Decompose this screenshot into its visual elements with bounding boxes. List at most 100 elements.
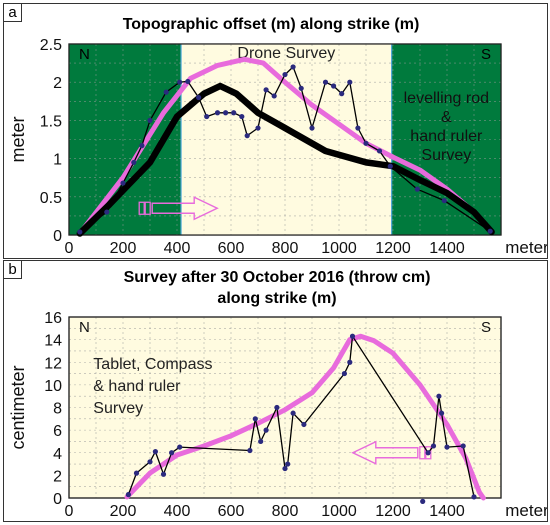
chart-a-data-point <box>376 148 383 154</box>
chart-b-data-point <box>439 410 445 416</box>
chart-a-title: Topographic offset (m) along strike (m) <box>123 16 420 33</box>
chart-b-title: Survey after 30 October 2016 (throw cm) <box>124 269 431 286</box>
chart-a-data-point <box>309 125 315 131</box>
chart-a-series-profile <box>76 82 495 237</box>
chart-a-xtick-label: 200 <box>110 240 137 257</box>
chart-b-corner-n: N <box>79 319 90 336</box>
chart-a-zone-label-line: hand ruler <box>410 128 483 145</box>
chart-a-arrow-bar <box>144 201 151 215</box>
chart-b-xlabel: meter <box>505 501 547 520</box>
chart-a-corner-s: S <box>481 46 491 63</box>
chart-b-ylabel: centimeter <box>8 365 28 449</box>
chart-b-direction-arrow <box>351 440 419 465</box>
chart-a-corner-n: N <box>79 46 90 63</box>
chart-b-data-point <box>282 465 288 472</box>
chart-a-zone-label-line: levelling rod <box>404 90 489 107</box>
chart-b-data-point <box>169 450 175 456</box>
chart-b-data-point <box>247 447 253 454</box>
chart-a-svg: Drone Survey levelling rod & hand ruler Surv… <box>8 16 547 257</box>
chart-a-plot-frame <box>68 43 502 236</box>
chart-a-xtick-label: 800 <box>272 240 299 257</box>
chart-a-data-point <box>363 140 369 146</box>
panel-a: a Drone Survey levelling rod & hand ruler Su… <box>3 3 548 259</box>
chart-b-ytick-label: 0 <box>53 491 62 508</box>
chart-b-data-point <box>347 359 353 365</box>
chart-b-svg: N S Tablet, Compass & hand ruler Survey 0 2 4 6 8… <box>8 269 547 520</box>
chart-a-ytick-label: 1.5 <box>40 113 62 130</box>
chart-b-data-point <box>290 410 296 416</box>
chart-a-series-trend <box>77 56 495 236</box>
chart-a-data-point <box>347 79 353 85</box>
chart-a-data-point <box>387 163 393 169</box>
chart-a-data-point <box>177 79 183 85</box>
panel-b-letter: b <box>4 261 22 279</box>
chart-b-data-point <box>160 471 167 477</box>
chart-b-data-point <box>252 416 258 422</box>
chart-a-xlabel: meter <box>505 238 547 257</box>
chart-a-ytick-label: 1 <box>53 152 62 169</box>
chart-a-zone-label-line: & <box>441 109 452 126</box>
chart-a-data-point <box>214 110 221 116</box>
chart-a-data-point <box>239 113 245 120</box>
chart-b-xtick-label: 200 <box>110 503 137 520</box>
chart-b-xtick-label: 1400 <box>429 503 465 520</box>
chart-b-plot-frame <box>68 316 502 499</box>
chart-a-data-point <box>290 64 296 70</box>
chart-b-data-point <box>436 393 442 399</box>
chart-b-ytick-label: 6 <box>53 423 62 440</box>
chart-a-data-point <box>131 159 137 166</box>
chart-b-ytick-label: 8 <box>53 401 62 418</box>
chart-b-arrow-bar <box>419 446 426 460</box>
chart-b-data-point <box>430 443 437 449</box>
chart-a-data-point <box>163 89 169 95</box>
chart-a-ylabel: meter <box>8 116 28 162</box>
panel-a-letter: a <box>4 4 22 22</box>
chart-b-annotation-line: & hand ruler <box>93 378 181 395</box>
chart-b-data-point <box>258 438 264 445</box>
chart-a-data-point <box>104 209 110 215</box>
chart-b-corner-s: S <box>481 319 491 336</box>
chart-a-data-point <box>196 94 202 101</box>
chart-a-data-point <box>185 78 191 85</box>
chart-b-data-point <box>133 470 140 476</box>
chart-a-data-point <box>147 117 153 123</box>
chart-a-data-point <box>441 198 447 204</box>
chart-b-data-point <box>274 404 280 411</box>
chart-a-ytick-label: 0 <box>53 228 62 245</box>
chart-a-data-point <box>244 133 250 139</box>
chart-b-subtitle: along strike (m) <box>217 290 336 307</box>
chart-a-zone-label-line: Survey <box>421 147 471 164</box>
chart-a-data-point <box>414 186 420 192</box>
chart-b-data-point <box>177 444 183 450</box>
chart-b-data-point <box>147 459 153 465</box>
panel-b: b N S Tablet, Compass & hand ruler Survey 0 2 4… <box>3 260 548 522</box>
chart-a-direction-arrow <box>151 196 219 221</box>
chart-b-ytick-label: 2 <box>53 468 62 485</box>
chart-b-ytick-label: 4 <box>53 446 62 463</box>
chart-b-data-point <box>152 449 158 455</box>
chart-a-zone-label-drone: Drone Survey <box>237 45 335 62</box>
chart-a-data-point <box>255 125 261 131</box>
chart-a-data-point <box>355 125 361 131</box>
chart-a-ytick-label: 2.5 <box>40 37 62 54</box>
chart-b-xtick-label: 1000 <box>321 503 357 520</box>
chart-a-xtick-label: 0 <box>65 240 74 257</box>
chart-a-ytick-label: 0.5 <box>40 190 62 207</box>
chart-b-xtick-label: 800 <box>272 503 299 520</box>
chart-b-series-measured <box>127 335 475 498</box>
chart-a-data-point <box>223 110 229 116</box>
chart-a-data-point <box>139 143 145 149</box>
chart-b-ytick-label: 14 <box>44 333 62 350</box>
chart-a-series-measured <box>79 66 491 233</box>
chart-b-data-point <box>349 333 356 339</box>
chart-b-xtick-label: 400 <box>164 503 191 520</box>
chart-a-arrow-bar <box>138 201 145 215</box>
chart-b-data-point <box>471 494 477 500</box>
chart-b-data-point <box>341 370 347 377</box>
chart-a-xtick-label: 400 <box>164 240 191 257</box>
chart-b-data-point <box>460 443 466 449</box>
chart-a-data-point <box>298 85 304 91</box>
chart-a-data-point <box>331 83 337 89</box>
chart-b-xtick-label: 1200 <box>375 503 411 520</box>
chart-a-data-point <box>77 229 83 235</box>
